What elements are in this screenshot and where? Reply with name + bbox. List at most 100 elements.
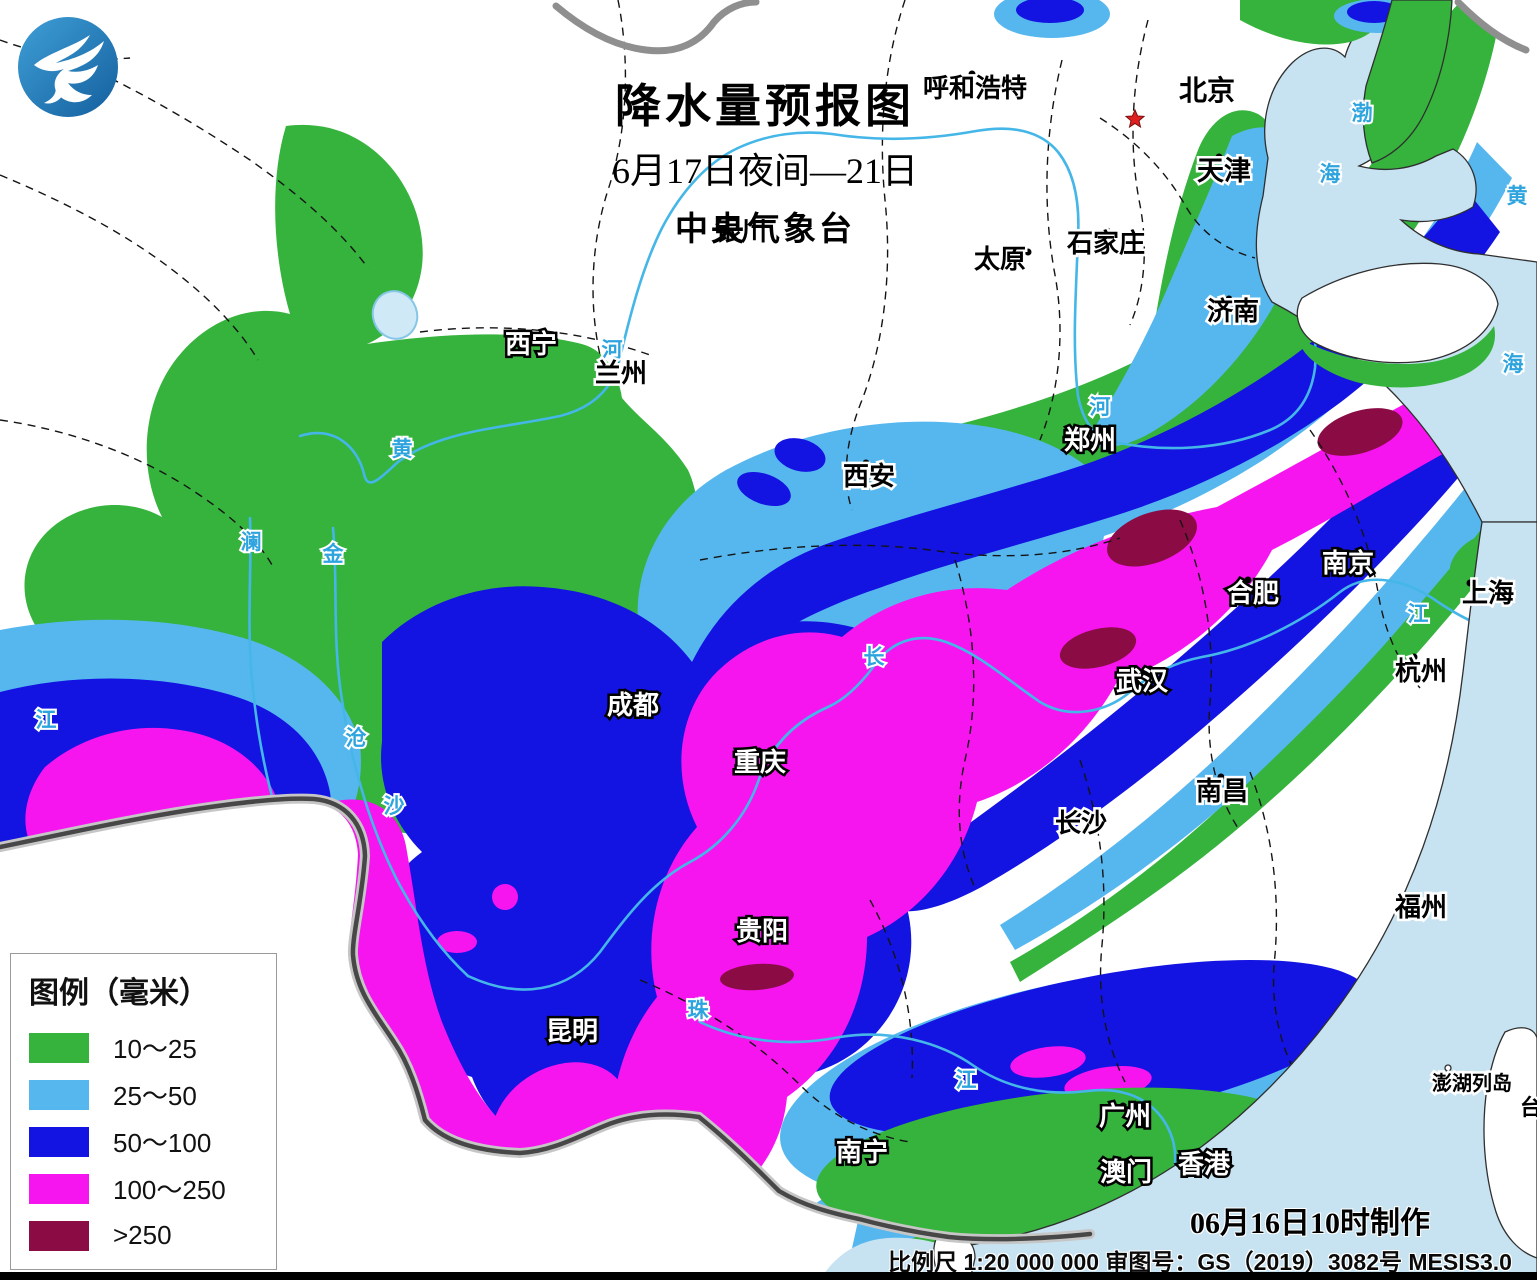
sw-border bbox=[0, 796, 1093, 1242]
city-dot-marker bbox=[1410, 895, 1418, 903]
city-dot-marker bbox=[757, 916, 765, 924]
map-title: 降水量预报图 bbox=[615, 81, 915, 132]
city-dot-marker bbox=[1410, 653, 1418, 661]
outside-vietnam bbox=[330, 1116, 858, 1280]
city-dot-marker bbox=[1146, 665, 1154, 673]
city-label: 长沙 bbox=[1055, 808, 1107, 838]
rain-magenta-guangdong-blob bbox=[1010, 1046, 1086, 1078]
city-dot-marker bbox=[1215, 153, 1223, 161]
issuing-agency: 中央气象台 bbox=[675, 210, 855, 247]
city-label: 香港 bbox=[1178, 1149, 1231, 1179]
legend-label: 50～100 bbox=[113, 1128, 212, 1158]
capital-star-marker bbox=[1124, 108, 1146, 129]
city-label: 广州 bbox=[1099, 1101, 1151, 1131]
rain-blue-blob bbox=[774, 438, 826, 472]
rain-blue-top-patch bbox=[1016, 0, 1084, 23]
city-label: 贵阳 bbox=[736, 916, 788, 946]
title-block: 降水量预报图 6月17日夜间—21日 中央气象台 bbox=[530, 70, 1000, 250]
city-label: 南昌 bbox=[1196, 776, 1248, 806]
shandong-green-fringe bbox=[1302, 326, 1495, 388]
city-label: 北京 bbox=[1179, 74, 1235, 106]
legend-label: >250 bbox=[113, 1220, 172, 1250]
ne-corner-border bbox=[1454, 0, 1530, 54]
legend: 图例（毫米） 10～25 25～50 50～100 100～250 >250 bbox=[10, 953, 277, 1270]
rain-darkred-core bbox=[1059, 627, 1137, 669]
legend-label: 25～50 bbox=[113, 1081, 197, 1111]
legend-swatch bbox=[29, 1173, 89, 1204]
city-label: 昆明 bbox=[546, 1016, 598, 1046]
city-dot-marker bbox=[968, 70, 976, 78]
city-dot-marker bbox=[1082, 424, 1090, 432]
city-dot-marker bbox=[1466, 579, 1474, 587]
rain-darkred-core bbox=[1107, 509, 1197, 567]
province-borders bbox=[0, 0, 1421, 1143]
city-dot-marker bbox=[755, 747, 763, 755]
city-dot-marker bbox=[862, 459, 870, 467]
legend-item: 10～25 bbox=[29, 1024, 276, 1071]
legend-swatch bbox=[29, 1032, 89, 1063]
forecast-period: 6月17日夜间—21日 bbox=[611, 151, 918, 191]
jinsha-river bbox=[331, 526, 470, 978]
rain-magenta-main-band bbox=[611, 362, 1522, 1218]
city-dot-marker bbox=[1075, 810, 1083, 818]
liaodong-peninsula bbox=[1362, 0, 1453, 164]
city-dot-marker bbox=[1119, 1102, 1127, 1110]
city-label: 兰州 bbox=[595, 358, 647, 388]
city-label: 台 bbox=[1520, 1095, 1537, 1120]
far-shore-land bbox=[933, 0, 1537, 1280]
rain-darkred-core bbox=[1317, 408, 1403, 456]
water-label: 河 bbox=[1090, 396, 1111, 419]
pearl-river bbox=[698, 1020, 1177, 1172]
legend-item: 50～100 bbox=[29, 1118, 276, 1165]
water-label: 黄 bbox=[1507, 185, 1528, 208]
legend-title: 图例（毫米） bbox=[29, 977, 209, 1010]
water-label: 江 bbox=[36, 709, 57, 732]
scale-and-approval: 比例尺 1:20 000 000 审图号：GS（2019）3082号 MESIS… bbox=[888, 1249, 1512, 1275]
city-label: 西宁 bbox=[505, 329, 557, 359]
legend-swatch bbox=[29, 1126, 89, 1157]
city-dot-marker bbox=[612, 361, 620, 369]
city-dot-marker bbox=[627, 691, 635, 699]
water-label: 沧 bbox=[346, 726, 367, 750]
water-label: 金 bbox=[322, 542, 345, 566]
water-label: 沙 bbox=[384, 795, 405, 818]
city-label: 南宁 bbox=[836, 1137, 888, 1167]
city-label: 澎湖列岛 bbox=[1432, 1071, 1512, 1095]
rain-lightblue-se-band bbox=[1000, 477, 1494, 950]
city-dot-marker bbox=[856, 1138, 864, 1146]
city-dot-marker bbox=[733, 217, 741, 225]
rain-magenta-dot bbox=[437, 931, 477, 953]
city-dot-marker bbox=[528, 331, 536, 339]
water-label: 澜 bbox=[241, 531, 262, 554]
water-label: 河 bbox=[602, 339, 623, 362]
legend-item: 25～50 bbox=[29, 1071, 276, 1118]
water-label: 海 bbox=[1503, 352, 1524, 376]
rain-blue-blob bbox=[737, 471, 791, 507]
city-dot-marker bbox=[563, 1018, 571, 1026]
yangtze-river bbox=[466, 578, 1480, 991]
city-dot-marker bbox=[1336, 547, 1344, 555]
city-label: 成都 bbox=[607, 690, 659, 720]
rain-lightblue-xian bbox=[637, 142, 1512, 664]
legend-label: 100～250 bbox=[113, 1175, 226, 1205]
rain-blue-ne-band bbox=[692, 187, 1500, 667]
city-label: 太原 bbox=[974, 244, 1026, 274]
city-label: 上海 bbox=[1462, 578, 1514, 608]
water-label: 海 bbox=[1320, 162, 1341, 186]
city-label: 合肥 bbox=[1227, 578, 1279, 608]
rain-magenta-sw-column bbox=[332, 799, 536, 1195]
water-label: 珠 bbox=[688, 999, 710, 1022]
city-label: 杭州 bbox=[1395, 656, 1447, 686]
water-label: 黄 bbox=[392, 438, 413, 461]
mongolia-border bbox=[552, 0, 760, 55]
penghu-islet bbox=[1444, 1064, 1452, 1072]
city-label: 石家庄 bbox=[1066, 228, 1145, 258]
legend-label: 10～25 bbox=[113, 1034, 197, 1064]
city-label: 呼和浩特 bbox=[923, 73, 1027, 103]
city-label: 济南 bbox=[1207, 296, 1259, 326]
city-label: 银川 bbox=[715, 216, 767, 246]
